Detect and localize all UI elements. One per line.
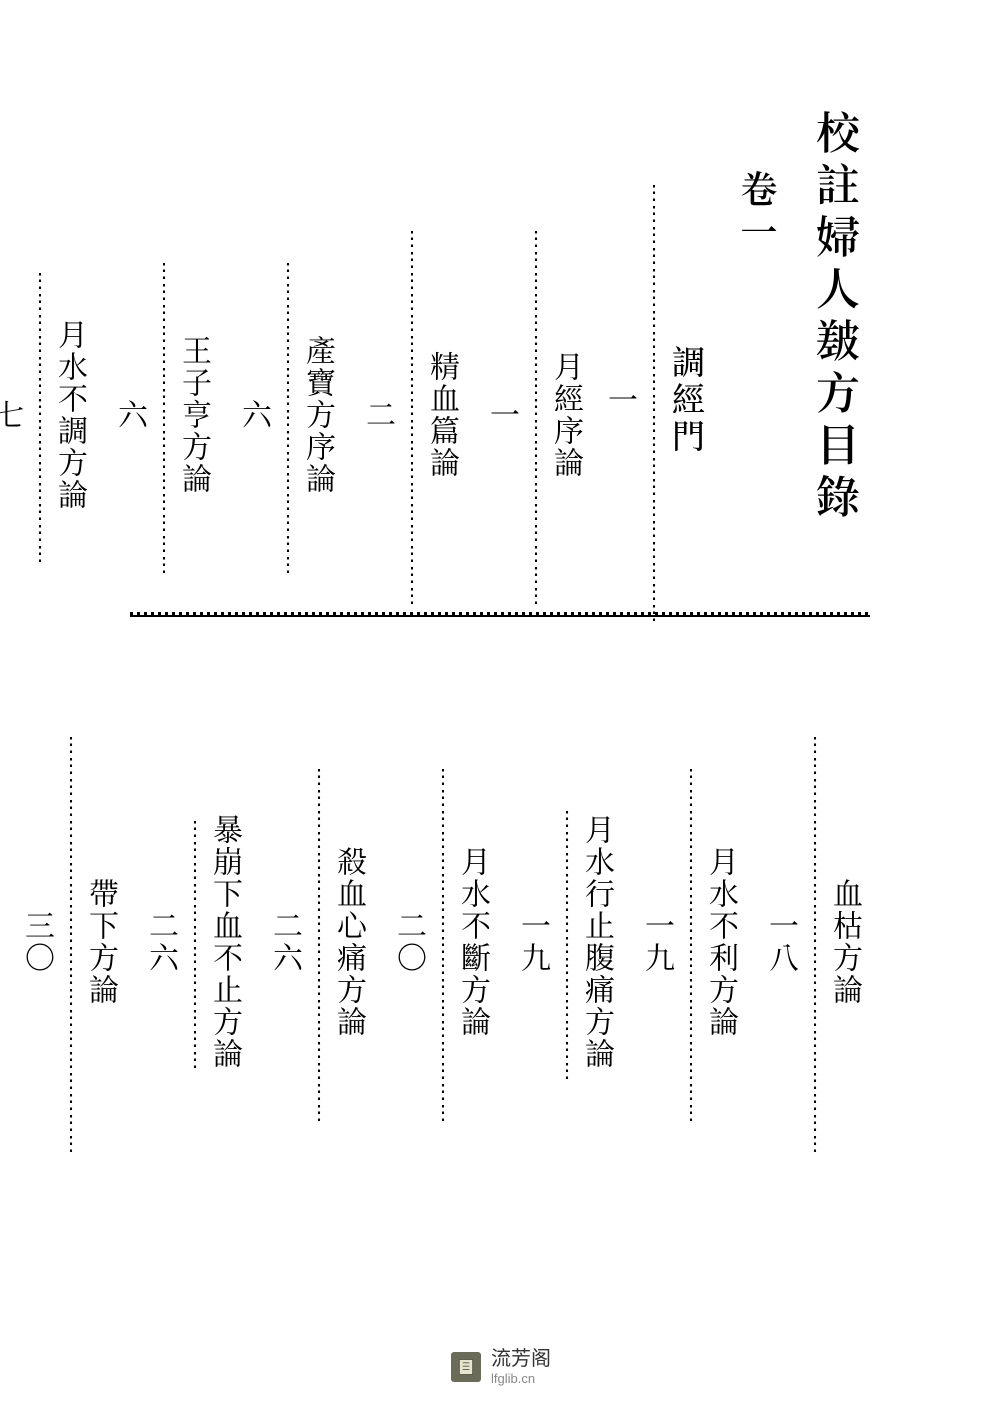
entry-title: 精血篇論 bbox=[423, 351, 467, 479]
footer: 流芳阁 lfglib.cn bbox=[0, 1347, 1002, 1387]
document-title-column: 校註婦人㿷方目錄 bbox=[806, 110, 870, 610]
entry-title: 王子亨方論 bbox=[175, 335, 219, 495]
section-label: 調經門 bbox=[665, 345, 712, 456]
dotted-leader: ⋮⋮⋮⋮⋮⋮⋮⋮⋮⋮⋮⋮⋮⋮⋮⋮⋮ bbox=[310, 764, 330, 1121]
toc-entry: 暴崩下血不止方論 ⋮⋮⋮⋮⋮⋮⋮⋮⋮⋮⋮⋮ 二六 bbox=[142, 627, 250, 1187]
entry-page: 二 bbox=[359, 399, 403, 431]
site-logo-icon bbox=[451, 1352, 481, 1382]
toc-entry: 崩中漏血生死脈方論 ⋮⋮⋮⋮⋮⋮⋮⋮ 三三 bbox=[0, 627, 2, 1187]
entry-page: 一八 bbox=[762, 910, 806, 974]
entry-page: 三〇 bbox=[18, 910, 62, 974]
dotted-leader: ⋮⋮⋮⋮⋮⋮⋮⋮⋮⋮⋮⋮⋮⋮⋮⋮⋮⋮ bbox=[527, 226, 547, 604]
toc-entry: 月水不利方論 ⋮⋮⋮⋮⋮⋮⋮⋮⋮⋮⋮⋮⋮⋮⋮⋮⋮ 一九 bbox=[638, 627, 746, 1187]
toc-entry: 精血篇論 ⋮⋮⋮⋮⋮⋮⋮⋮⋮⋮⋮⋮⋮⋮⋮⋮⋮⋮ 二 bbox=[359, 110, 467, 610]
footer-site-name: 流芳阁 bbox=[491, 1347, 551, 1371]
document-title: 校註婦人㿷方目錄 bbox=[806, 110, 870, 526]
dotted-leader: ⋮⋮⋮⋮⋮⋮⋮⋮⋮⋮⋮⋮⋮⋮⋮⋮⋮⋮ bbox=[403, 226, 423, 604]
dotted-leader: ⋮⋮⋮⋮⋮⋮⋮⋮⋮⋮⋮⋮⋮⋮⋮⋮⋮⋮⋮⋮⋮ bbox=[645, 180, 665, 621]
toc-entry: 血枯方論 ⋮⋮⋮⋮⋮⋮⋮⋮⋮⋮⋮⋮⋮⋮⋮⋮⋮⋮⋮⋮ 一八 bbox=[762, 627, 870, 1187]
entry-title: 月經序論 bbox=[547, 351, 591, 479]
entry-title: 月水不斷方論 bbox=[454, 846, 498, 1038]
entry-title: 崩中漏血生死脈方論 bbox=[0, 798, 2, 1086]
footer-text: 流芳阁 lfglib.cn bbox=[491, 1347, 551, 1387]
dotted-leader: ⋮⋮⋮⋮⋮⋮⋮⋮⋮⋮⋮⋮⋮⋮⋮⋮⋮ bbox=[434, 764, 454, 1121]
entry-page: 七 bbox=[0, 399, 31, 431]
entry-page: 一九 bbox=[638, 910, 682, 974]
entry-title: 帶下方論 bbox=[82, 878, 126, 1006]
toc-entry: 帶下方論 ⋮⋮⋮⋮⋮⋮⋮⋮⋮⋮⋮⋮⋮⋮⋮⋮⋮⋮⋮⋮ 三〇 bbox=[18, 627, 126, 1187]
toc-entry: 月水不調方論 ⋮⋮⋮⋮⋮⋮⋮⋮⋮⋮⋮⋮⋮⋮ 七 bbox=[0, 110, 95, 610]
page-content: 校註婦人㿷方目錄 卷一 調經門 ⋮⋮⋮⋮⋮⋮⋮⋮⋮⋮⋮⋮⋮⋮⋮⋮⋮⋮⋮⋮⋮ 一 … bbox=[130, 110, 870, 1310]
entry-title: 暴崩下血不止方論 bbox=[206, 814, 250, 1070]
section-page: 一 bbox=[601, 384, 645, 416]
entry-page: 六 bbox=[235, 399, 279, 431]
entry-page: 一 bbox=[483, 399, 527, 431]
footer-url: lfglib.cn bbox=[491, 1371, 551, 1387]
section-column: 調經門 ⋮⋮⋮⋮⋮⋮⋮⋮⋮⋮⋮⋮⋮⋮⋮⋮⋮⋮⋮⋮⋮ 一 bbox=[601, 110, 712, 610]
toc-entry: 月水不斷方論 ⋮⋮⋮⋮⋮⋮⋮⋮⋮⋮⋮⋮⋮⋮⋮⋮⋮ 二〇 bbox=[390, 627, 498, 1187]
dotted-leader: ⋮⋮⋮⋮⋮⋮⋮⋮⋮⋮⋮⋮⋮⋮⋮ bbox=[155, 258, 175, 573]
entry-title: 產寶方序論 bbox=[299, 335, 343, 495]
dotted-leader: ⋮⋮⋮⋮⋮⋮⋮⋮⋮⋮⋮⋮⋮⋮⋮⋮⋮⋮⋮⋮ bbox=[806, 732, 826, 1152]
entry-page: 二六 bbox=[142, 910, 186, 974]
entry-title: 殺血心痛方論 bbox=[330, 846, 374, 1038]
toc-entry: 月水行止腹痛方論 ⋮⋮⋮⋮⋮⋮⋮⋮⋮⋮⋮⋮⋮ 一九 bbox=[514, 627, 622, 1187]
dotted-leader: ⋮⋮⋮⋮⋮⋮⋮⋮⋮⋮⋮⋮⋮⋮⋮⋮⋮ bbox=[682, 764, 702, 1121]
lower-section: 血枯方論 ⋮⋮⋮⋮⋮⋮⋮⋮⋮⋮⋮⋮⋮⋮⋮⋮⋮⋮⋮⋮ 一八 月水不利方論 ⋮⋮⋮⋮… bbox=[130, 627, 870, 1187]
dotted-leader: ⋮⋮⋮⋮⋮⋮⋮⋮⋮⋮⋮⋮⋮⋮⋮ bbox=[279, 258, 299, 573]
entry-title: 月水不利方論 bbox=[702, 846, 746, 1038]
toc-entry: 月經序論 ⋮⋮⋮⋮⋮⋮⋮⋮⋮⋮⋮⋮⋮⋮⋮⋮⋮⋮ 一 bbox=[483, 110, 591, 610]
dotted-leader: ⋮⋮⋮⋮⋮⋮⋮⋮⋮⋮⋮⋮ bbox=[186, 816, 206, 1068]
entry-title: 血枯方論 bbox=[826, 878, 870, 1006]
entry-page: 一九 bbox=[514, 910, 558, 974]
entry-page: 二六 bbox=[266, 910, 310, 974]
toc-entry: 王子亨方論 ⋮⋮⋮⋮⋮⋮⋮⋮⋮⋮⋮⋮⋮⋮⋮ 六 bbox=[111, 110, 219, 610]
entry-page: 六 bbox=[111, 399, 155, 431]
upper-section: 校註婦人㿷方目錄 卷一 調經門 ⋮⋮⋮⋮⋮⋮⋮⋮⋮⋮⋮⋮⋮⋮⋮⋮⋮⋮⋮⋮⋮ 一 … bbox=[130, 110, 870, 610]
dotted-leader: ⋮⋮⋮⋮⋮⋮⋮⋮⋮⋮⋮⋮⋮⋮ bbox=[31, 268, 51, 562]
toc-entry: 產寶方序論 ⋮⋮⋮⋮⋮⋮⋮⋮⋮⋮⋮⋮⋮⋮⋮ 六 bbox=[235, 110, 343, 610]
dotted-leader: ⋮⋮⋮⋮⋮⋮⋮⋮⋮⋮⋮⋮⋮ bbox=[558, 806, 578, 1079]
toc-entry: 殺血心痛方論 ⋮⋮⋮⋮⋮⋮⋮⋮⋮⋮⋮⋮⋮⋮⋮⋮⋮ 二六 bbox=[266, 627, 374, 1187]
volume1-label: 卷一 bbox=[732, 110, 786, 256]
entry-title: 月水行止腹痛方論 bbox=[578, 814, 622, 1070]
dotted-leader: ⋮⋮⋮⋮⋮⋮⋮⋮⋮⋮⋮⋮⋮⋮⋮⋮⋮⋮⋮⋮ bbox=[62, 732, 82, 1152]
section-divider bbox=[130, 615, 870, 617]
volume1-column: 卷一 bbox=[732, 110, 786, 610]
entry-title: 月水不調方論 bbox=[51, 319, 95, 511]
entry-page: 二〇 bbox=[390, 910, 434, 974]
